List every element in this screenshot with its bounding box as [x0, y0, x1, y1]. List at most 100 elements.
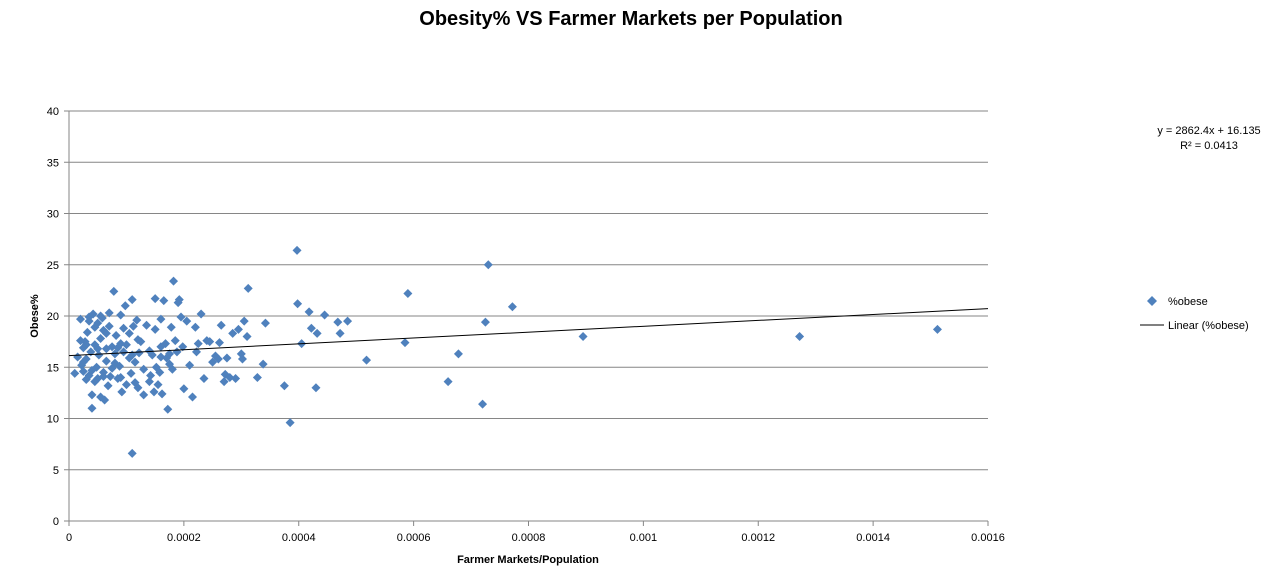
data-point: [87, 403, 97, 413]
data-point: [335, 328, 345, 338]
y-tick-labels: 0 5 10 15 20 25 30 35 40: [47, 106, 59, 528]
y-tick-label: 40: [47, 106, 59, 118]
data-point: [119, 347, 129, 357]
data-point: [453, 349, 463, 359]
y-axis-title: Obese%: [29, 294, 41, 338]
data-point: [119, 323, 129, 333]
chart-title: Obesity% VS Farmer Markets per Populatio…: [419, 8, 843, 30]
data-point: [96, 334, 106, 344]
trendline: [68, 308, 989, 357]
data-point: [81, 340, 91, 350]
data-point: [90, 377, 100, 387]
y-tick-label: 25: [47, 260, 59, 272]
x-tick-label: 0.0014: [856, 532, 890, 544]
data-point: [170, 336, 180, 346]
data-point: [190, 322, 200, 332]
data-point: [133, 383, 143, 393]
data-point: [87, 390, 97, 400]
data-point: [443, 377, 453, 387]
data-point: [258, 359, 268, 369]
data-point: [113, 343, 123, 353]
data-point: [70, 368, 80, 378]
data-point: [87, 365, 97, 375]
data-point: [120, 301, 130, 311]
data-point: [304, 307, 314, 317]
data-point: [362, 355, 372, 365]
data-point: [142, 320, 152, 330]
data-point: [149, 387, 159, 397]
axes: [68, 111, 988, 522]
data-point: [205, 337, 215, 347]
data-point: [105, 371, 115, 381]
data-point: [93, 318, 103, 328]
data-point: [115, 361, 125, 371]
legend: %obese Linear (%obese): [1140, 296, 1249, 332]
data-point: [150, 324, 160, 334]
data-point: [213, 354, 223, 364]
data-point: [110, 349, 120, 359]
data-point: [320, 310, 330, 320]
data-point: [166, 322, 176, 332]
x-tick-label: 0.0008: [512, 532, 546, 544]
data-point: [139, 364, 149, 374]
data-point: [117, 387, 127, 397]
data-point: [101, 328, 111, 338]
trendline-equation: y = 2862.4x + 16.135: [1157, 125, 1260, 137]
data-point: [78, 366, 88, 376]
data-point: [199, 374, 209, 384]
data-point: [165, 359, 175, 369]
data-point: [279, 381, 289, 391]
data-point: [179, 384, 189, 394]
data-point: [78, 357, 88, 367]
data-point: [480, 317, 490, 327]
data-point: [225, 373, 235, 382]
legend-label-series: %obese: [1168, 296, 1208, 308]
x-tick-label: 0: [66, 532, 72, 544]
data-point: [187, 392, 197, 402]
data-point: [285, 418, 295, 428]
data-point: [163, 404, 173, 414]
x-tick-label: 0.0002: [167, 532, 201, 544]
data-point: [155, 367, 165, 377]
y-tick-label: 15: [47, 362, 59, 374]
data-point: [107, 342, 117, 352]
data-point: [94, 350, 104, 360]
x-tick-label: 0.001: [630, 532, 658, 544]
data-point: [193, 339, 203, 349]
data-point: [156, 342, 166, 352]
data-point: [159, 296, 169, 306]
data-point: [795, 332, 805, 341]
data-point: [75, 314, 85, 324]
data-point: [127, 295, 137, 305]
data-point: [182, 316, 192, 326]
data-point: [109, 286, 119, 296]
data-point: [260, 318, 270, 328]
data-point: [124, 328, 134, 338]
data-point: [121, 380, 131, 390]
data-point: [88, 309, 98, 319]
data-point: [139, 390, 149, 400]
data-point: [84, 316, 94, 326]
y-tick-label: 20: [47, 311, 59, 323]
data-point: [174, 295, 184, 305]
legend-marker-diamond: [1147, 296, 1157, 306]
data-point: [233, 324, 243, 334]
data-point: [104, 308, 114, 318]
data-point: [103, 381, 113, 391]
data-point: [144, 346, 154, 356]
data-point: [243, 283, 253, 293]
data-point: [150, 294, 160, 304]
data-point: [400, 338, 410, 348]
data-point: [932, 324, 942, 334]
data-point: [237, 354, 247, 364]
data-point: [82, 327, 92, 337]
data-point: [252, 373, 262, 382]
data-point: [333, 317, 343, 327]
data-point: [403, 288, 413, 298]
trendline-r-squared: R² = 0.0413: [1180, 140, 1238, 152]
data-point: [98, 371, 108, 381]
data-point: [134, 348, 144, 358]
data-point: [73, 352, 83, 362]
data-point: [222, 353, 232, 363]
